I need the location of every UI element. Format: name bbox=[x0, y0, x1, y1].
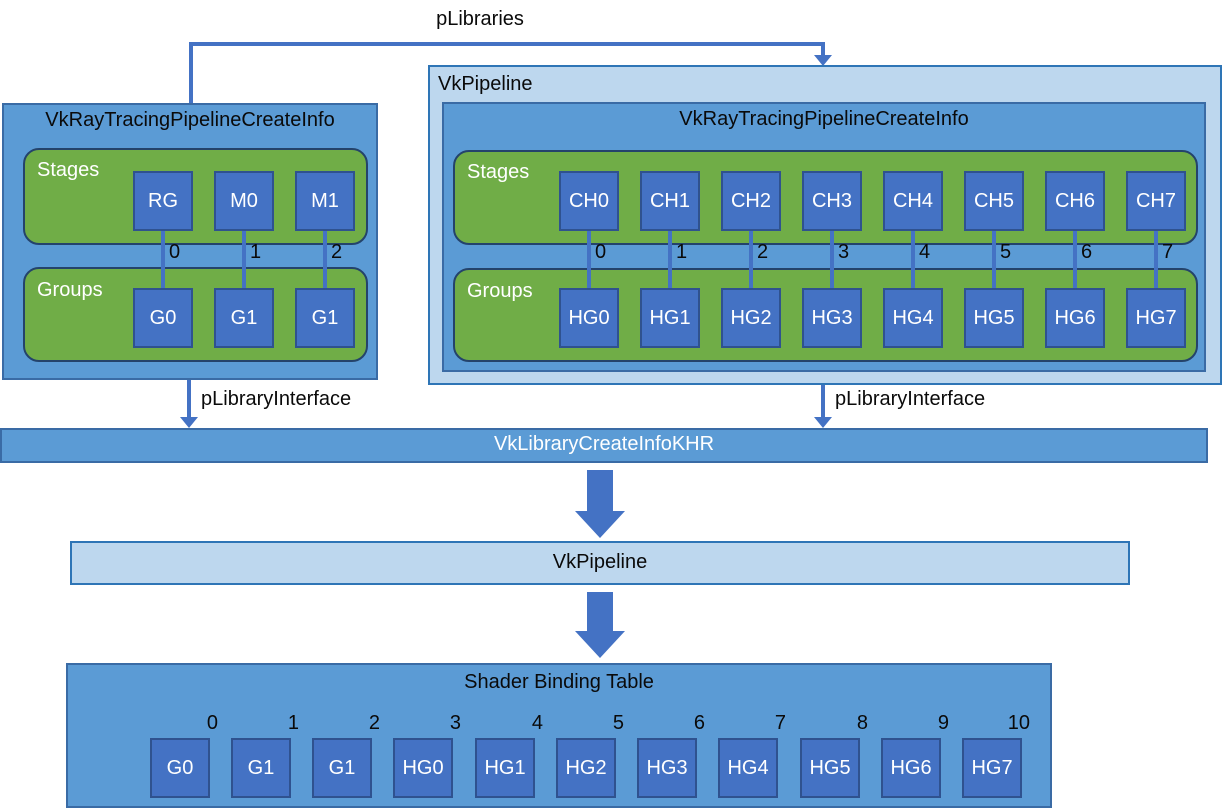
plibrary-interface-right-arrowhead-icon bbox=[814, 417, 832, 428]
right-stage-square-4: CH4 bbox=[883, 171, 943, 231]
sbt-index-10: 10 bbox=[1007, 712, 1030, 734]
sbt-entry-square-7: HG4 bbox=[718, 738, 778, 798]
down-arrow-2-head-icon bbox=[575, 631, 625, 658]
right-group-square-2: HG2 bbox=[721, 288, 781, 348]
sbt-index-7: 7 bbox=[774, 712, 786, 734]
right-group-square-4: HG4 bbox=[883, 288, 943, 348]
right-index-4: 4 bbox=[919, 241, 931, 263]
left-stage-square-2: M1 bbox=[295, 171, 355, 231]
plibraries-arrowhead-icon bbox=[814, 55, 832, 66]
right-index-1: 1 bbox=[676, 241, 688, 263]
right-groups-label: Groups bbox=[467, 280, 533, 302]
sbt-entry-square-5: HG2 bbox=[556, 738, 616, 798]
shader-binding-table-title: Shader Binding Table bbox=[464, 671, 654, 693]
sbt-entry-square-8: HG5 bbox=[800, 738, 860, 798]
sbt-index-1: 1 bbox=[287, 712, 299, 734]
plibraries-label: pLibraries bbox=[436, 8, 524, 30]
sbt-entry-square-6: HG3 bbox=[637, 738, 697, 798]
left-connector-0 bbox=[161, 231, 165, 288]
sbt-entry-square-4: HG1 bbox=[475, 738, 535, 798]
down-arrow-2-shaft bbox=[587, 592, 613, 632]
sbt-entry-square-1: G1 bbox=[231, 738, 291, 798]
right-stage-square-3: CH3 bbox=[802, 171, 862, 231]
left-library-title: VkRayTracingPipelineCreateInfo bbox=[45, 109, 335, 131]
sbt-entry-square-3: HG0 bbox=[393, 738, 453, 798]
plibrary-interface-left-line bbox=[187, 380, 191, 418]
left-index-1: 1 bbox=[250, 241, 262, 263]
left-index-0: 0 bbox=[169, 241, 181, 263]
left-group-square-2: G1 bbox=[295, 288, 355, 348]
down-arrow-1-head-icon bbox=[575, 511, 625, 538]
left-connector-2 bbox=[323, 231, 327, 288]
right-index-7: 7 bbox=[1162, 241, 1174, 263]
sbt-index-8: 8 bbox=[856, 712, 868, 734]
sbt-index-4: 4 bbox=[531, 712, 543, 734]
sbt-index-9: 9 bbox=[937, 712, 949, 734]
sbt-index-5: 5 bbox=[612, 712, 624, 734]
sbt-entry-square-9: HG6 bbox=[881, 738, 941, 798]
left-group-square-1: G1 bbox=[214, 288, 274, 348]
library-createinfo-bar-label: VkLibraryCreateInfoKHR bbox=[493, 433, 715, 455]
left-stages-label: Stages bbox=[37, 159, 100, 181]
right-stage-square-2: CH2 bbox=[721, 171, 781, 231]
right-group-square-3: HG3 bbox=[802, 288, 862, 348]
right-connector-7 bbox=[1154, 231, 1158, 288]
plibraries-connector-left-segment bbox=[189, 42, 193, 103]
right-stages-label: Stages bbox=[467, 161, 530, 183]
left-groups-label: Groups bbox=[37, 279, 103, 301]
plibraries-connector-horizontal-segment bbox=[189, 42, 825, 46]
right-pipeline-label: VkPipeline bbox=[438, 73, 533, 95]
plibrary-interface-left-label: pLibraryInterface bbox=[201, 388, 352, 410]
sbt-index-6: 6 bbox=[693, 712, 705, 734]
right-connector-4 bbox=[911, 231, 915, 288]
right-createinfo-title: VkRayTracingPipelineCreateInfo bbox=[679, 108, 969, 130]
right-group-square-1: HG1 bbox=[640, 288, 700, 348]
left-stage-square-0: RG bbox=[133, 171, 193, 231]
right-stage-square-7: CH7 bbox=[1126, 171, 1186, 231]
plibraries-connector-right-segment bbox=[821, 42, 825, 57]
right-stage-square-5: CH5 bbox=[964, 171, 1024, 231]
right-group-square-5: HG5 bbox=[964, 288, 1024, 348]
right-index-0: 0 bbox=[595, 241, 607, 263]
sbt-entry-square-2: G1 bbox=[312, 738, 372, 798]
right-connector-0 bbox=[587, 231, 591, 288]
plibrary-interface-left-arrowhead-icon bbox=[180, 417, 198, 428]
right-stage-square-1: CH1 bbox=[640, 171, 700, 231]
right-stage-square-6: CH6 bbox=[1045, 171, 1105, 231]
right-index-2: 2 bbox=[757, 241, 769, 263]
left-connector-1 bbox=[242, 231, 246, 288]
right-stage-square-0: CH0 bbox=[559, 171, 619, 231]
right-connector-6 bbox=[1073, 231, 1077, 288]
sbt-index-2: 2 bbox=[368, 712, 380, 734]
sbt-entry-square-0: G0 bbox=[150, 738, 210, 798]
right-group-square-0: HG0 bbox=[559, 288, 619, 348]
right-group-square-6: HG6 bbox=[1045, 288, 1105, 348]
sbt-index-0: 0 bbox=[206, 712, 218, 734]
library-createinfo-bar bbox=[0, 428, 1208, 463]
left-stage-square-1: M0 bbox=[214, 171, 274, 231]
right-connector-3 bbox=[830, 231, 834, 288]
sbt-index-3: 3 bbox=[449, 712, 461, 734]
right-index-3: 3 bbox=[838, 241, 850, 263]
right-index-5: 5 bbox=[1000, 241, 1012, 263]
right-connector-5 bbox=[992, 231, 996, 288]
left-index-2: 2 bbox=[331, 241, 343, 263]
right-group-square-7: HG7 bbox=[1126, 288, 1186, 348]
pipeline-bar bbox=[70, 541, 1130, 585]
right-connector-2 bbox=[749, 231, 753, 288]
left-group-square-0: G0 bbox=[133, 288, 193, 348]
down-arrow-1-shaft bbox=[587, 470, 613, 512]
plibrary-interface-right-line bbox=[821, 385, 825, 418]
pipeline-bar-label: VkPipeline bbox=[552, 551, 648, 573]
right-index-6: 6 bbox=[1081, 241, 1093, 263]
plibrary-interface-right-label: pLibraryInterface bbox=[835, 388, 986, 410]
right-connector-1 bbox=[668, 231, 672, 288]
sbt-entry-square-10: HG7 bbox=[962, 738, 1022, 798]
